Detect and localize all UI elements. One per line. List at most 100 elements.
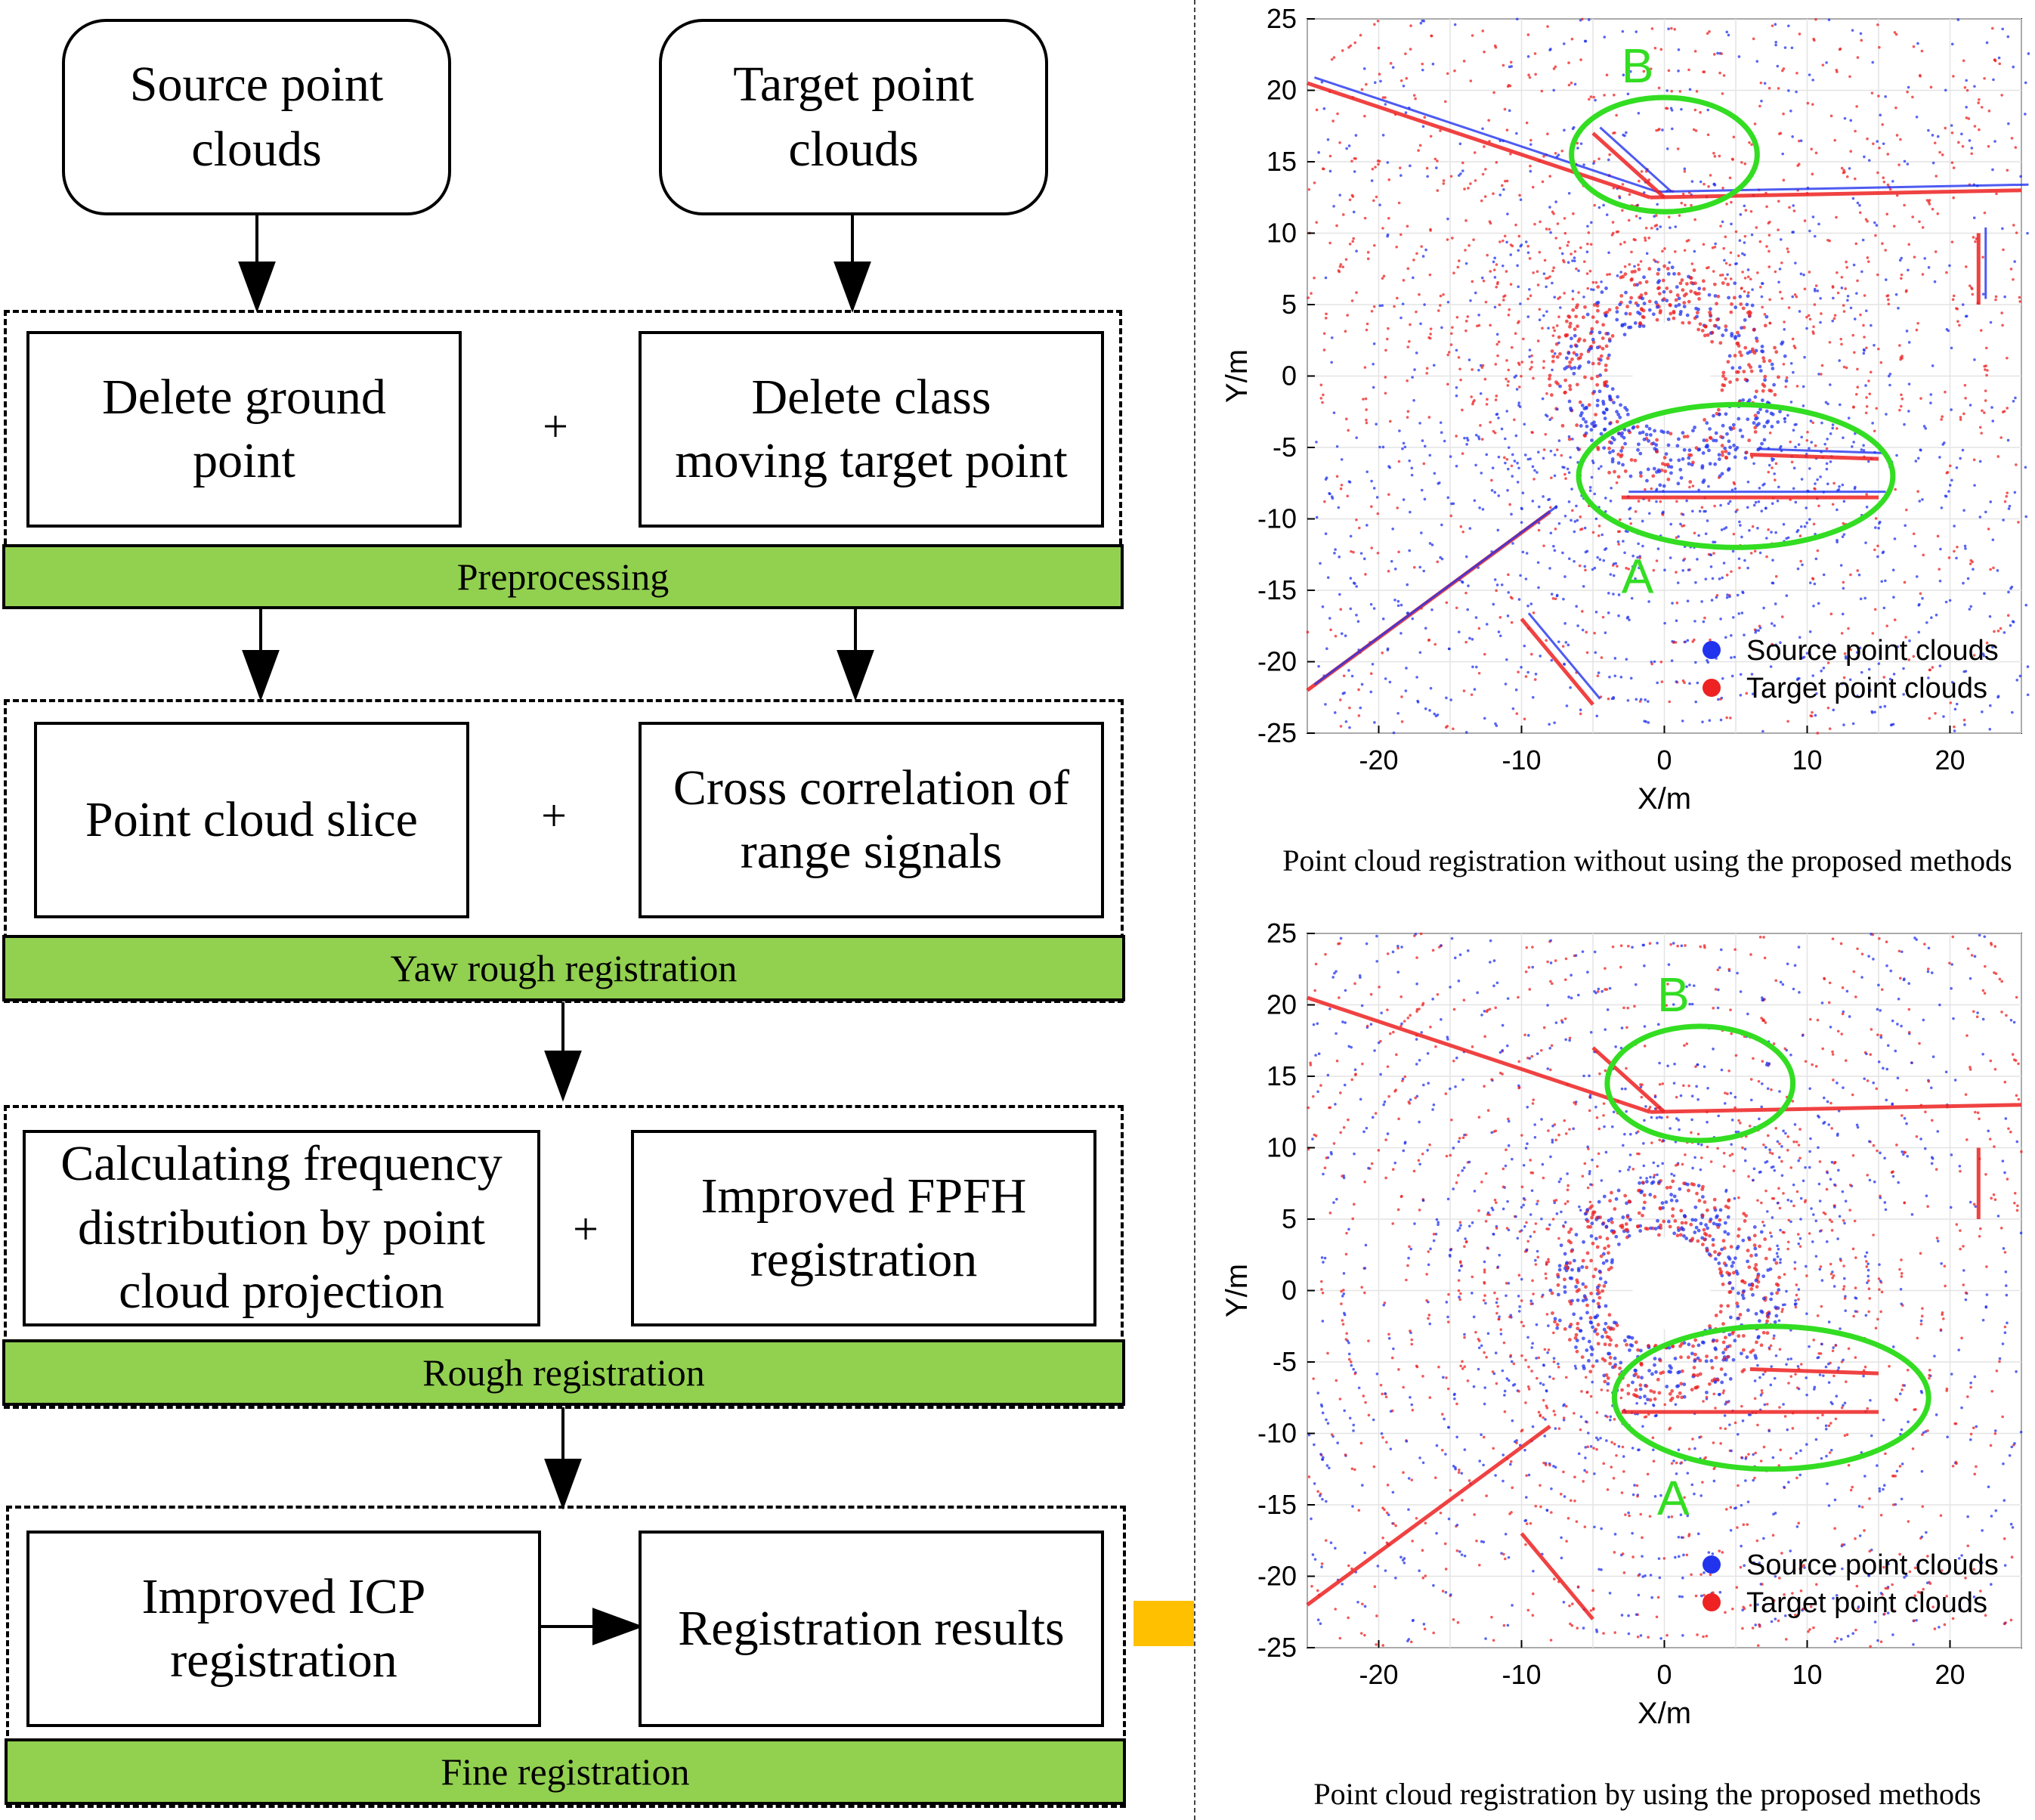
target-point	[1810, 714, 1814, 718]
source-point	[1584, 1446, 1588, 1449]
target-point	[2006, 169, 2009, 172]
target-point	[1729, 277, 1733, 280]
legend-label: Source point clouds	[1746, 635, 1999, 667]
source-point	[1752, 462, 1755, 466]
source-point	[1710, 599, 1714, 602]
source-point	[1876, 555, 1879, 559]
source-point	[1812, 1213, 1815, 1216]
source-point	[1600, 280, 1603, 283]
target-point	[1783, 320, 1786, 323]
source-point	[1404, 689, 1408, 692]
target-point	[1833, 314, 1837, 317]
target-point	[1690, 203, 1693, 207]
source-point	[1365, 524, 1369, 527]
target-point	[1502, 239, 1505, 243]
source-point	[1681, 720, 1684, 723]
source-point	[1808, 1165, 1811, 1169]
target-point	[1610, 1190, 1613, 1195]
target-point	[1536, 270, 1539, 274]
target-point	[1721, 1282, 1725, 1286]
target-point	[1556, 1283, 1560, 1287]
source-point	[1563, 128, 1566, 132]
source-point	[1774, 43, 1777, 47]
source-point	[1608, 395, 1613, 400]
target-point	[1674, 1164, 1678, 1167]
source-point	[1963, 723, 1966, 726]
source-point	[1655, 500, 1658, 503]
source-point	[1653, 1495, 1657, 1498]
target-point	[2012, 224, 2015, 227]
target-point	[1721, 92, 1724, 95]
source-point	[1863, 348, 1866, 352]
source-point	[1771, 502, 1774, 505]
source-point	[1590, 1221, 1594, 1226]
target-point	[1761, 1330, 1766, 1335]
source-point	[1445, 1301, 1449, 1304]
target-point	[1895, 134, 1899, 137]
target-point	[1443, 100, 1447, 104]
source-point	[1942, 715, 1945, 718]
source-point	[1944, 600, 1948, 604]
source-point	[1959, 457, 1962, 460]
target-point	[1548, 383, 1552, 388]
source-point	[1749, 1098, 1753, 1102]
target-point	[1624, 1227, 1628, 1232]
source-point	[1988, 614, 1992, 618]
target-point	[1387, 217, 1390, 220]
target-point	[1591, 531, 1595, 534]
target-point	[1585, 1303, 1589, 1308]
source-point	[1464, 1237, 1467, 1240]
target-point	[1657, 1233, 1661, 1237]
target-point	[1502, 1341, 1506, 1345]
target-point	[1622, 1470, 1625, 1473]
target-point	[1768, 1151, 1772, 1154]
source-point	[1811, 1240, 1814, 1243]
target-point	[1579, 246, 1582, 249]
target-point	[1455, 1402, 1458, 1406]
source-point	[1944, 495, 1948, 498]
target-point	[1584, 1285, 1588, 1289]
source-point	[1540, 1118, 1543, 1121]
source-point	[1706, 661, 1710, 664]
source-point	[1730, 222, 1733, 226]
target-point	[1845, 265, 1848, 269]
target-point	[1418, 144, 1422, 147]
source-point	[1789, 401, 1793, 404]
source-point	[1600, 1179, 1604, 1182]
source-point	[1656, 280, 1660, 285]
target-point	[1339, 608, 1343, 611]
target-point	[1806, 430, 1809, 434]
source-point	[1533, 469, 1536, 472]
source-point	[1757, 629, 1761, 632]
source-point	[1548, 1375, 1551, 1379]
target-point	[1957, 141, 1960, 144]
target-point	[1341, 213, 1345, 216]
source-point	[1674, 1403, 1678, 1407]
target-point	[1347, 45, 1350, 49]
target-point	[1586, 286, 1589, 290]
target-point	[1517, 670, 1520, 673]
source-point	[1636, 556, 1639, 559]
source-point	[1391, 528, 1395, 531]
target-point	[1623, 272, 1628, 277]
source-point	[1803, 525, 1807, 528]
target-point	[1700, 1243, 1705, 1246]
target-point	[1544, 1463, 1548, 1467]
target-point	[1610, 334, 1615, 338]
source-point	[1805, 1312, 1808, 1315]
target-point	[1738, 350, 1742, 354]
source-point	[1502, 1479, 1505, 1483]
target-point	[1682, 1084, 1685, 1088]
target-point	[1658, 1138, 1662, 1142]
target-point	[1486, 253, 1489, 257]
source-point	[1449, 1248, 1452, 1252]
target-point	[1573, 327, 1577, 332]
target-point	[1456, 265, 1460, 269]
target-point	[1577, 291, 1580, 294]
source-point	[1326, 138, 1330, 141]
target-point	[1842, 365, 1846, 369]
source-point	[1785, 594, 1789, 597]
target-point	[1602, 1284, 1607, 1288]
source-point	[1832, 296, 1835, 300]
target-point	[1564, 1404, 1568, 1408]
